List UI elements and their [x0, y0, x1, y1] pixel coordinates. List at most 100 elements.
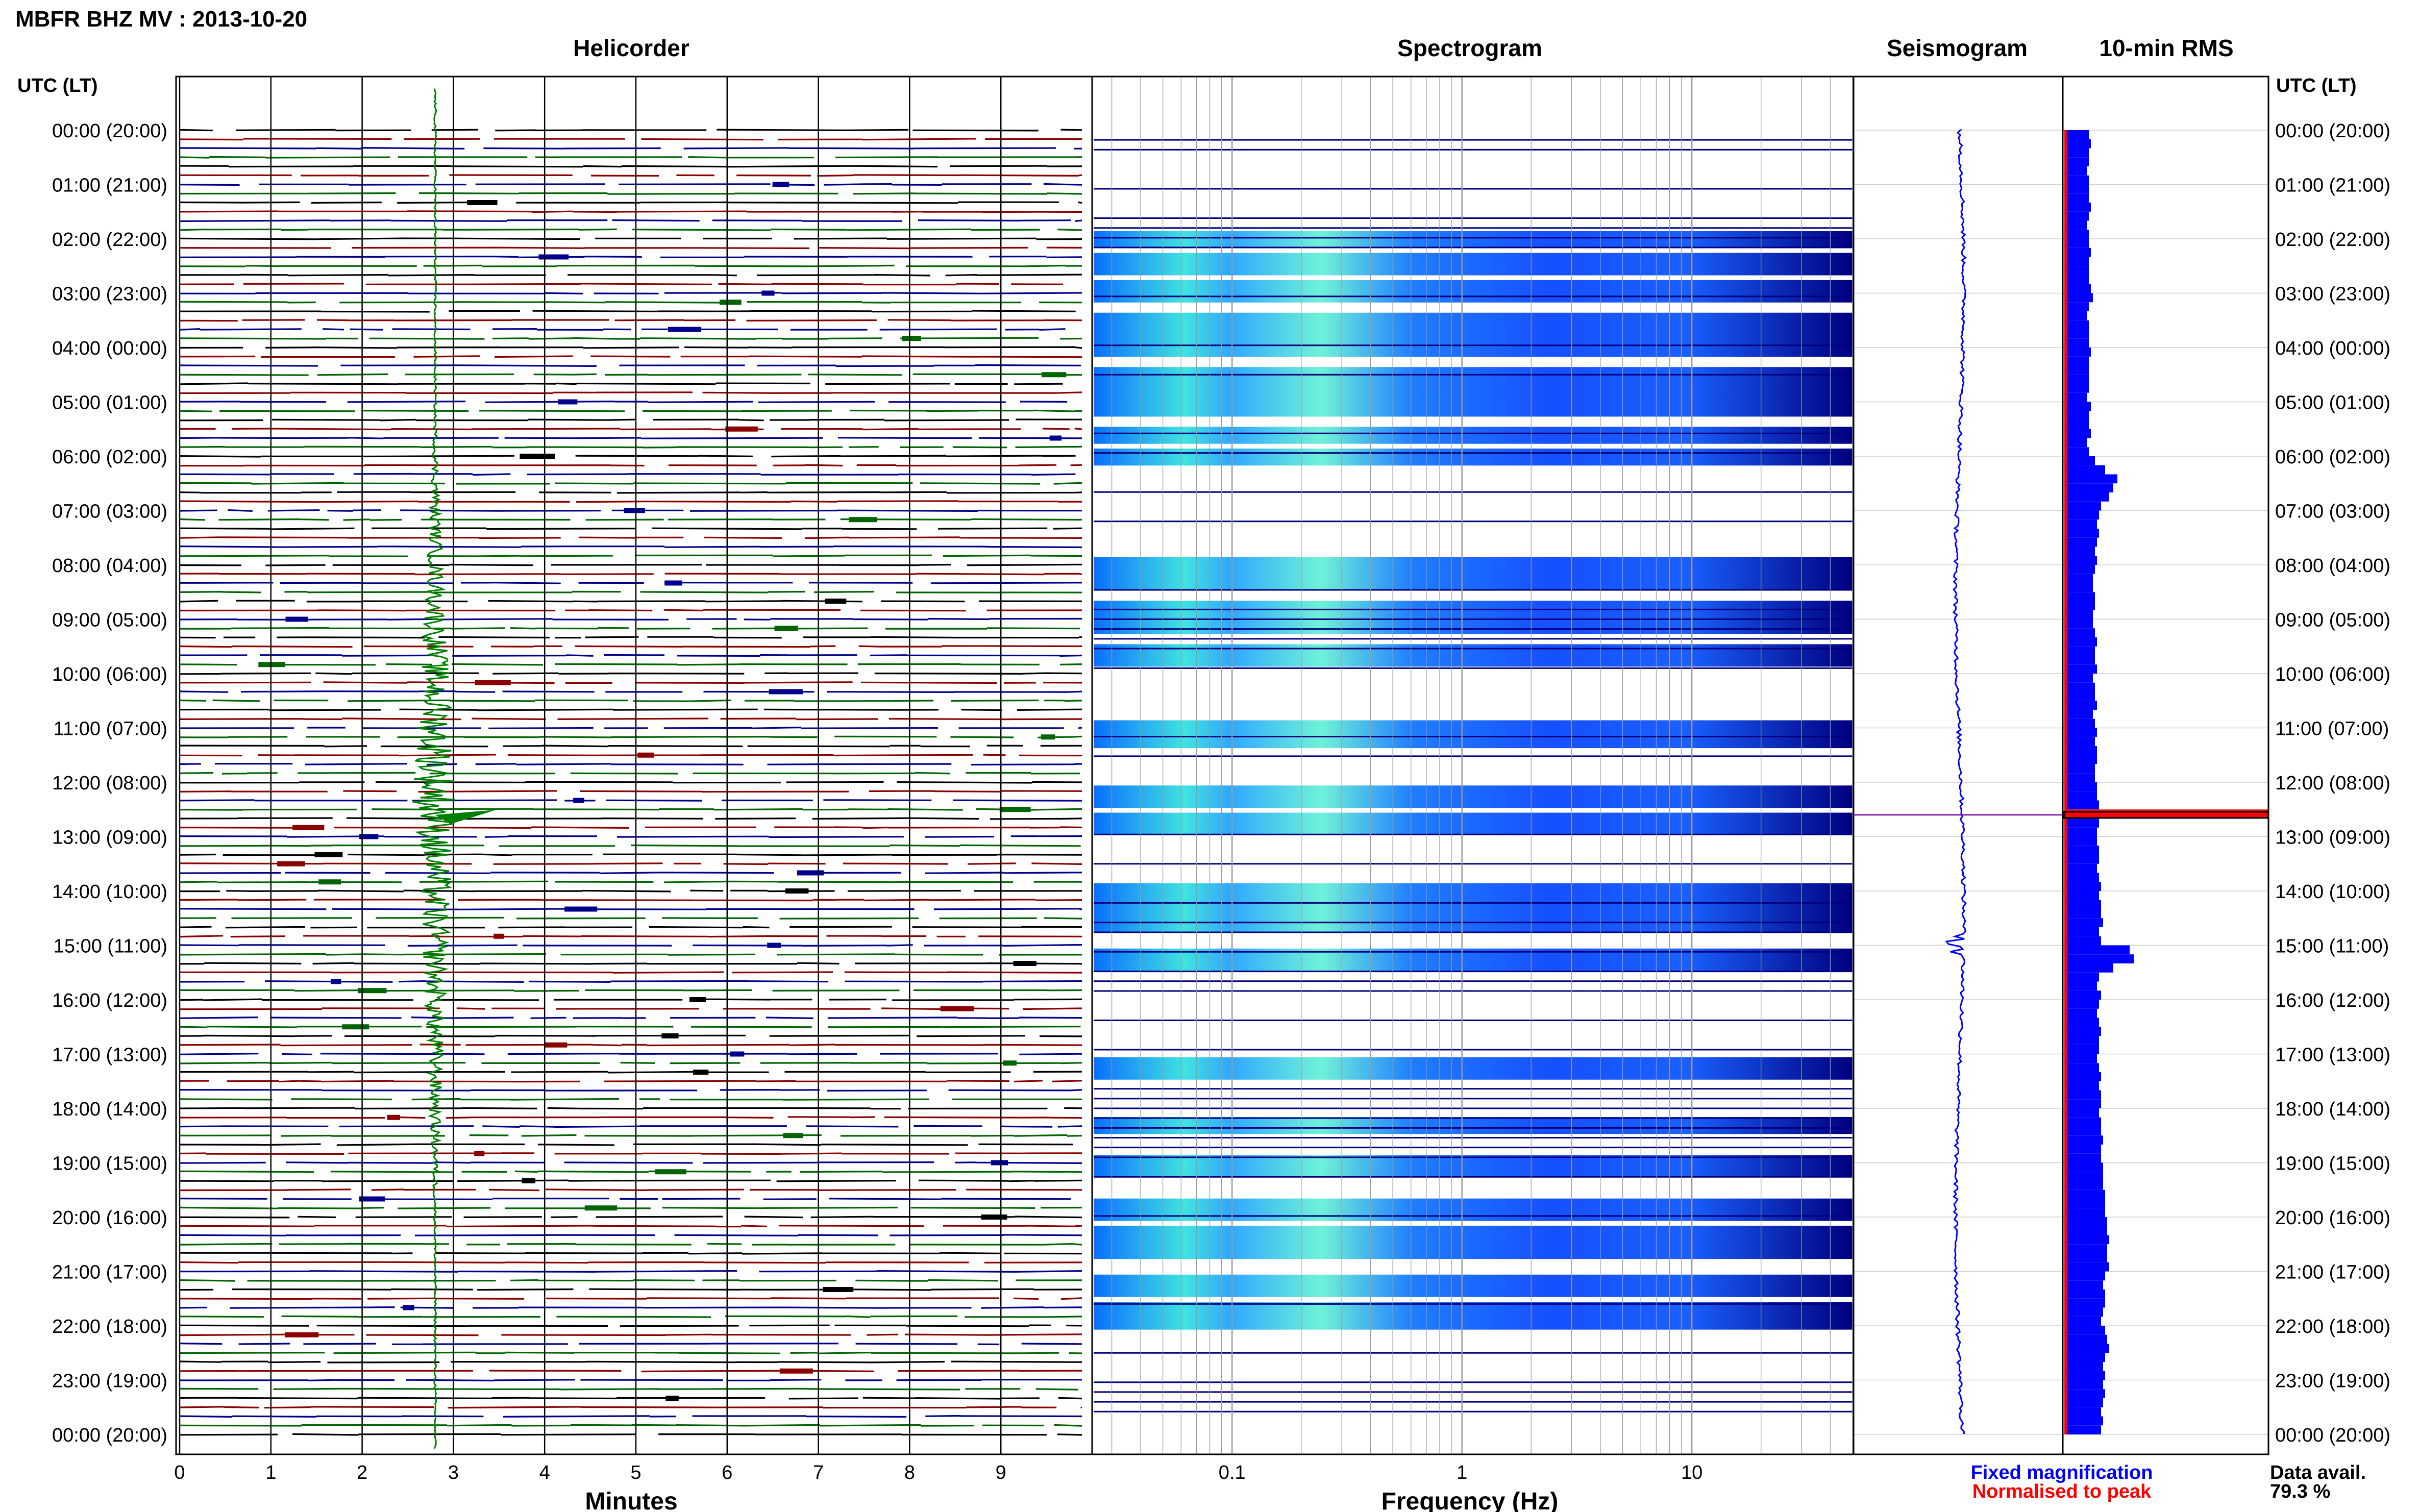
- rms-bar: [2064, 148, 2089, 158]
- helicorder-burst: [318, 879, 341, 885]
- rms-bar: [2064, 682, 2095, 692]
- time-label-right: 00:00 (20:00): [2275, 120, 2390, 142]
- rms-bar: [2064, 501, 2101, 511]
- rms-bar: [2064, 1371, 2105, 1380]
- rms-normalised-bar: [2064, 1090, 2067, 1100]
- rms-normalised-bar: [2064, 166, 2067, 176]
- rms-normalised-bar: [2064, 157, 2067, 166]
- rms-bar: [2064, 1271, 2105, 1281]
- minute-tick-label: 0: [174, 1462, 185, 1483]
- minute-tick-labels: 0 1 2 3 4 5 6 7 8 9: [174, 1462, 1006, 1483]
- rms-normalised-bar: [2064, 1398, 2067, 1407]
- rms-bar: [2064, 891, 2099, 900]
- helicorder-trace: [179, 654, 1082, 657]
- rms-bar: [2064, 139, 2091, 148]
- helicorder-trace: [179, 1026, 1081, 1028]
- rms-bar: [2064, 456, 2095, 465]
- rms-bar: [2064, 1135, 2103, 1145]
- minute-tick-label: 6: [722, 1462, 732, 1483]
- helicorder-burst: [725, 426, 758, 432]
- rms-bar: [2064, 655, 2095, 665]
- helicorder-burst: [902, 336, 921, 341]
- rms-normalised-bar: [2064, 537, 2067, 547]
- helicorder-trace: [179, 1387, 1078, 1391]
- helicorder-trace: [179, 582, 1082, 584]
- rms-bar: [2064, 175, 2089, 185]
- time-label-left: 22:00 (18:00): [52, 1316, 167, 1337]
- helicorder-trace: [179, 1424, 1082, 1427]
- frequency-tick-label: 10: [1681, 1462, 1702, 1483]
- rms-normalised-bar: [2064, 800, 2067, 810]
- rms-normalised-bar: [2064, 1162, 2067, 1172]
- helicorder-trace: [179, 310, 1076, 313]
- rms-bar: [2064, 782, 2097, 791]
- time-label-left: 18:00 (14:00): [52, 1099, 167, 1120]
- helicorder-trace: [179, 1098, 1082, 1101]
- time-header-left: UTC (LT): [17, 75, 98, 96]
- spectrogram-band: [1094, 644, 1853, 667]
- helicorder-trace: [179, 509, 1082, 512]
- minute-tick-label: 3: [448, 1462, 459, 1483]
- rms-normalised-bar: [2064, 239, 2067, 248]
- time-label-right: 21:00 (17:00): [2275, 1262, 2390, 1283]
- helicorder-trace: [179, 500, 1082, 503]
- time-label-left: 04:00 (00:00): [52, 338, 167, 359]
- helicorder-trace: [179, 283, 1064, 286]
- time-label-right: 19:00 (15:00): [2275, 1153, 2390, 1175]
- helicorder-burst: [624, 508, 645, 513]
- helicorder-burst: [1003, 1060, 1017, 1066]
- time-label-right: 03:00 (23:00): [2275, 284, 2390, 305]
- rms-bar: [2064, 302, 2089, 311]
- time-label-left: 00:00 (20:00): [52, 120, 167, 142]
- rms-normalised-bar: [2064, 863, 2067, 873]
- time-label-left: 13:00 (09:00): [52, 827, 167, 849]
- helicorder-trace: [179, 165, 1082, 168]
- data-availability-value: 79.3 %: [2270, 1481, 2330, 1502]
- rms-normalised-bar: [2064, 465, 2067, 475]
- rms-bars: [2063, 130, 2269, 1434]
- rms-bar: [2064, 1162, 2103, 1172]
- helicorder-trace: [179, 1433, 1082, 1436]
- spectrogram-rows: [1094, 139, 1853, 1412]
- helicorder-trace: [179, 1071, 1082, 1074]
- rms-normalised-bar: [2064, 1244, 2067, 1253]
- time-label-right: 07:00 (03:00): [2275, 501, 2390, 523]
- helicorder-trace: [179, 1125, 1082, 1128]
- helicorder-trace: [179, 763, 1082, 766]
- minute-tick-label: 7: [813, 1462, 824, 1483]
- helicorder-trace: [179, 926, 1082, 929]
- helicorder-burst: [661, 1033, 679, 1038]
- minute-tick-label: 8: [904, 1462, 915, 1483]
- rms-bar: [2064, 1298, 2105, 1308]
- rms-bar: [2064, 1290, 2105, 1299]
- spectrogram-band: [1094, 280, 1853, 303]
- helicorder-trace: [179, 916, 1082, 920]
- rms-bar: [2064, 1117, 2101, 1127]
- time-label-left: 19:00 (15:00): [52, 1153, 167, 1175]
- rms-bar: [2064, 746, 2097, 755]
- rms-normalised-bar: [2064, 855, 2067, 864]
- helicorder-burst: [849, 517, 877, 523]
- rms-bar: [2064, 1072, 2101, 1081]
- helicorder-burst: [761, 290, 775, 296]
- helicorder-trace: [179, 536, 1082, 539]
- helicorder-burst: [1049, 435, 1062, 441]
- rms-normalised-bar: [2064, 483, 2067, 492]
- helicorder-title: Helicorder: [573, 35, 689, 61]
- rms-normalised-bar: [2064, 782, 2067, 791]
- rms-normalised-bar: [2064, 691, 2067, 701]
- helicorder-burst: [665, 1396, 679, 1401]
- rms-bar: [2064, 701, 2097, 710]
- helicorder-trace: [179, 663, 1082, 666]
- helicorder-trace: [179, 1080, 1082, 1083]
- rms-normalised-bar: [2064, 746, 2067, 755]
- time-label-right: 08:00 (04:00): [2275, 555, 2390, 577]
- helicorder-trace: [179, 962, 1082, 965]
- rms-normalised-bar: [2064, 356, 2067, 366]
- rms-bar: [2064, 311, 2087, 320]
- helicorder-burst: [359, 1196, 385, 1202]
- rms-normalised-bar: [2064, 764, 2067, 774]
- helicorder-trace: [179, 1324, 1082, 1327]
- helicorder-burst: [357, 988, 387, 994]
- spectrogram-band: [1094, 1057, 1853, 1080]
